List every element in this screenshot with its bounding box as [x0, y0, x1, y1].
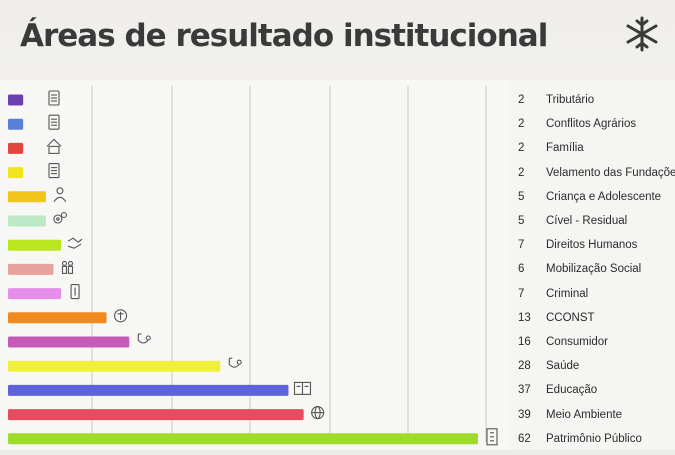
value-label: 2 [518, 142, 525, 155]
category-label: CCONST [546, 311, 595, 324]
category-list: 2 Tributário 2 Conflitos Agrários 2 Família 2 V… [510, 80, 675, 450]
bar [8, 288, 62, 300]
category-label: Educação [546, 384, 598, 397]
handshake-icon [67, 237, 83, 249]
value-label: 28 [518, 360, 531, 373]
bar [8, 215, 46, 227]
house-icon [46, 138, 62, 154]
chart-area [0, 80, 510, 450]
snowflake-logo-icon [626, 16, 658, 52]
category-label: Família [546, 142, 584, 155]
value-label: 39 [518, 408, 531, 421]
category-label: Saúde [546, 360, 580, 373]
bar [8, 167, 24, 179]
bar [8, 239, 62, 251]
bar [8, 118, 24, 130]
bar [8, 191, 46, 203]
gears-icon [53, 211, 67, 224]
category-label: Meio Ambiente [546, 408, 623, 421]
value-label: 62 [518, 432, 531, 445]
building-icon [486, 428, 498, 446]
value-label: 13 [518, 311, 531, 324]
value-label: 5 [518, 215, 525, 227]
category-label: Velamento das Fundações [546, 166, 675, 179]
bar-chart [8, 86, 498, 446]
person-icon [53, 187, 67, 203]
bar [8, 433, 478, 445]
bar [8, 312, 107, 324]
bar [8, 263, 54, 275]
bar [8, 94, 24, 106]
value-label: 5 [518, 190, 525, 203]
globe-icon [311, 406, 325, 420]
category-label: Direitos Humanos [546, 239, 638, 252]
people-icon [61, 260, 74, 274]
value-label: 16 [518, 336, 531, 348]
bar [8, 384, 289, 396]
bar [8, 142, 24, 154]
value-label: 2 [518, 166, 525, 179]
book-icon [293, 381, 312, 395]
category-label: Mobilização Social [546, 263, 642, 276]
document-icon [48, 90, 60, 106]
category-label: Cível - Residual [546, 215, 628, 227]
category-label: Criança e Adolescente [546, 190, 662, 203]
category-label: Criminal [546, 287, 589, 300]
slide-title: Áreas de resultado institucional [20, 18, 548, 54]
category-label: Patrimônio Público [546, 432, 642, 445]
value-label: 2 [518, 118, 525, 131]
category-label: Consumidor [546, 336, 608, 348]
value-label: 2 [518, 94, 525, 106]
value-label: 37 [518, 384, 531, 397]
stethoscope-icon [228, 357, 242, 368]
gavel-icon [70, 284, 80, 300]
bar [8, 360, 221, 372]
category-label: Tributário [546, 94, 595, 106]
value-label: 6 [518, 263, 525, 276]
document-icon [48, 163, 60, 179]
document-icon [48, 114, 60, 130]
value-label: 7 [518, 287, 525, 300]
value-label: 7 [518, 239, 525, 252]
bar [8, 336, 130, 348]
scales-icon [113, 309, 128, 323]
stethoscope-icon [137, 333, 151, 344]
category-label: Conflitos Agrários [546, 118, 637, 131]
bar [8, 409, 304, 421]
